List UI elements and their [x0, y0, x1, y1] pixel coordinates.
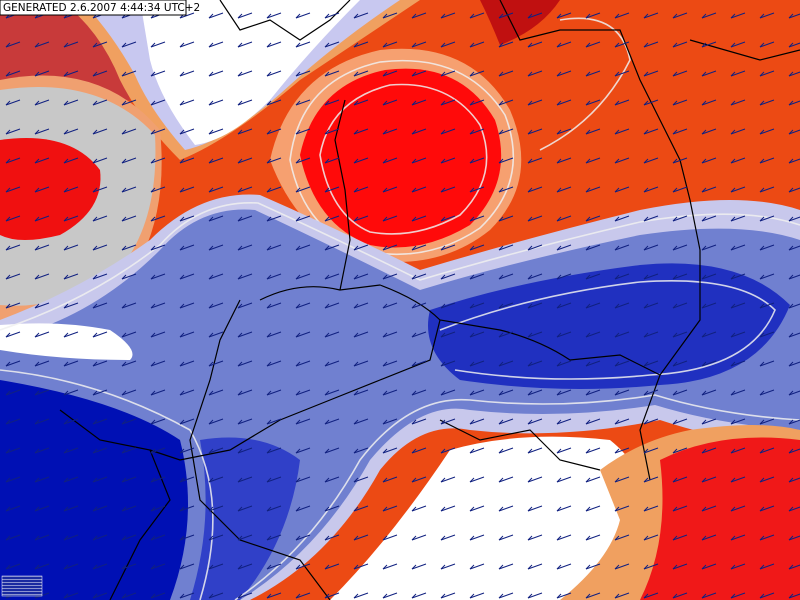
stamp-box: [0, 0, 187, 16]
legend-icon: [1, 575, 43, 597]
generated-stamp: GENERATED 2.6.2007 4:44:34 UTC+2: [3, 2, 200, 14]
